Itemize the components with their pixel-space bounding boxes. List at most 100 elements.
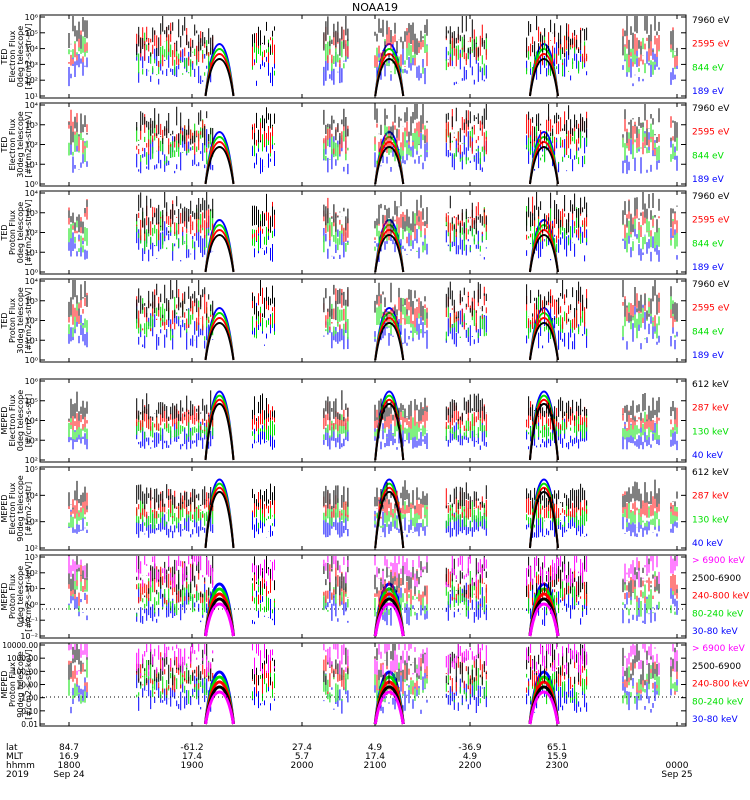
legend-entry: 30-80 keV [692,715,738,725]
series-hump [374,57,405,97]
y-axis-label: 30deg telescope [16,111,25,178]
y-axis-label: [#/cm2-s-str-keV] [24,561,33,632]
y-tick-label: 10³ [25,436,38,445]
y-tick-label: 0.01 [21,720,38,729]
legend-entry: 130 keV [692,515,729,525]
y-axis-label: Electron Flux [8,118,17,170]
panel-1: 10¹ 10² 10³ 10⁴ 10⁵ 10⁶ TED Electron Flux 0deg t… [0,13,730,101]
legend-entry: 2595 eV [692,304,730,314]
footer-cell-date: Sep 24 [53,770,85,780]
series-hump [204,490,235,549]
y-axis-label: TED [0,136,9,153]
y-axis-label: TED [0,224,9,241]
panel-8: 0.01 0.10 1.00 10.00 100.00 1000.00 10000.00 ME… [0,641,750,729]
footer-cell-mlt: 5.7 [295,752,309,762]
footer-cell-date: Sep 25 [661,770,692,780]
y-tick-label: 10¹ [25,160,38,169]
y-axis-label: 90deg telescope [16,475,25,542]
footer-cell-mlt: 16.9 [59,752,79,762]
footer-cell-lat: 27.4 [292,743,312,753]
legend-entry: 2595 eV [692,40,730,50]
panel-7: 10⁻² 10⁻¹ 10⁰ 10¹ 10² 10³ MEPED Proton Flux 0deg… [0,553,750,641]
y-tick-label: 10² [25,229,38,238]
y-tick-label: 0.10 [21,707,38,716]
y-axis-label: Electron Flux [8,30,17,82]
y-axis-label: 0deg telescope [16,26,25,87]
legend-entry: 7960 eV [692,16,730,26]
y-tick-label: 10⁵ [25,397,38,406]
series-hump [373,602,405,637]
footer-cell-lat: 84.7 [59,743,79,753]
footer-row-label: 2019 [6,770,29,780]
y-axis-label: MEPED [0,495,9,523]
panel-2: 10⁰ 10¹ 10² 10³ 10⁴ TED Electron Flux 30deg tel… [0,101,730,189]
y-tick-label: 10³ [25,121,38,130]
series-hump [528,490,559,549]
y-tick-label: 10¹ [25,585,38,594]
series-hump [374,402,405,461]
panel-frame [39,14,687,99]
y-axis-label: [#/cm2-s-str-eV] [24,111,33,177]
series-trace [68,16,678,58]
footer-cell-lat: -36.9 [458,743,482,753]
y-tick-label: 10⁴ [25,417,38,426]
y-tick-label: 10⁻² [20,632,38,641]
y-tick-label: 10² [25,569,38,578]
y-axis-label: [#/cm2-s-str] [24,482,33,535]
y-tick-label: 10⁶ [25,377,38,386]
y-tick-label: 10³ [25,60,38,69]
y-axis-label: MEPED [0,407,9,435]
y-tick-label: 10² [25,544,38,553]
y-tick-label: 100.00 [12,667,38,676]
legend-entry: 40 keV [692,539,724,549]
y-tick-label: 10⁰ [25,180,38,189]
footer-cell-hhmm: 2200 [459,761,482,771]
y-tick-label: 1000.00 [7,654,38,663]
footer-cell-mlt: 17.4 [182,752,202,762]
y-axis-label: Proton Flux [8,574,17,619]
y-tick-label: 10² [25,317,38,326]
y-axis-label: TED [0,312,9,329]
footer-cell-hhmm: 2300 [546,761,569,771]
y-tick-label: 10⁵ [25,29,38,38]
chart-title: NOAA19 [352,1,398,14]
legend-entry: 2595 eV [692,216,730,226]
y-axis-label: Proton Flux [8,662,17,707]
series-hump [204,690,235,725]
footer-row-label: hhmm [6,761,35,771]
series-hump [373,690,405,725]
y-tick-label: 1.00 [21,694,38,703]
footer-cell-lat: -61.2 [180,743,203,753]
footer-cell-mlt: 4.9 [463,752,478,762]
series-trace [68,556,678,588]
y-tick-label: 10³ [25,553,38,562]
legend-entry: 189 eV [692,263,725,273]
series-hump [528,402,559,461]
legend-entry: 2500-6900 [692,574,741,584]
footer-cell-hhmm: 0000 [666,761,689,771]
footer-cell-lat: 65.1 [547,743,567,753]
footer-cell-hhmm: 2100 [364,761,387,771]
y-axis-label: Proton Flux [8,210,17,255]
y-tick-label: 10⁴ [25,189,38,198]
y-axis-label: Proton Flux [8,298,17,343]
y-tick-label: 10⁻¹ [20,616,38,625]
series-hump [528,690,560,725]
panel-5: 10² 10³ 10⁴ 10⁵ 10⁶ MEPED Electron Flux 0deg te… [0,377,729,465]
legend-entry: > 6900 keV [692,556,746,566]
series-hump [528,57,559,97]
panel-6: 10² 10³ 10⁴ 10⁵ MEPED Electron Flux 90deg tele… [0,465,729,553]
legend-entry: 7960 eV [692,280,730,290]
y-tick-label: 10¹ [25,336,38,345]
series-hump [374,145,405,185]
series-hump [528,321,559,361]
y-axis-label: [#/cm2-s-str-eV] [24,23,33,89]
legend-entry: 30-80 keV [692,627,738,637]
y-axis-label: 0deg telescope [16,202,25,263]
series-trace [68,644,678,677]
series-trace [68,280,678,322]
y-axis-label: [#/cm2-s-str] [24,394,33,447]
legend-entry: 240-800 keV [692,592,750,602]
